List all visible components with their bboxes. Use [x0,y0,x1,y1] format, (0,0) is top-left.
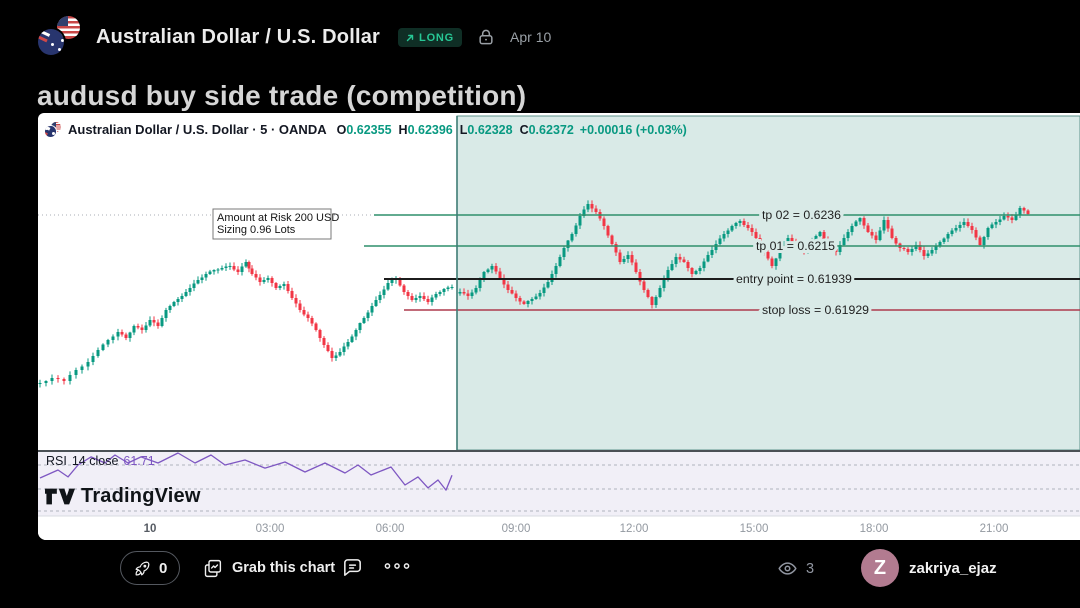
grab-chart-button[interactable]: Grab this chart [196,551,341,585]
ellipsis-icon [384,563,410,569]
grab-chart-label: Grab this chart [232,560,336,576]
time-axis-label: 03:00 [256,523,285,535]
watermark-text: TradingView [81,485,201,507]
rsi-indicator-label: RSI 14 close 61.71 [46,454,155,468]
time-axis-label: 15:00 [740,523,769,535]
action-bar: 0 Grab this chart 3 Z zakriya_ejaz [0,540,1080,608]
symbol-flags-icon [38,16,86,58]
level-label-entry: entry point = 0.61939 [736,272,852,286]
legend-symbol-text: Australian Dollar / U.S. Dollar · 5 · OA… [68,122,327,137]
level-label-stop-loss: stop loss = 0.61929 [762,303,869,317]
chart-snapshot: tp 02 = 0.6236 tp 01 = 0.6215 entry point … [38,113,1080,540]
rsi-name: RSI [46,454,67,468]
australia-flag-icon [38,29,64,55]
comment-icon [344,559,361,576]
level-label-take-profit-1: tp 01 = 0.6215 [756,239,835,253]
view-counter: 3 [777,558,814,579]
time-axis-label: 09:00 [502,523,531,535]
arrow-up-right-icon [406,34,414,41]
ohlc-item: C0.62372 [519,122,574,137]
more-options-button[interactable] [384,560,410,572]
rsi-params: 14 close [71,454,119,468]
comment-button[interactable] [341,556,364,579]
boost-button[interactable]: 0 [120,551,181,585]
time-axis-label: 12:00 [620,523,649,535]
level-label-take-profit-2: tp 02 = 0.6236 [762,208,841,222]
chart-svg[interactable]: tp 02 = 0.6236 tp 01 = 0.6215 entry point … [38,113,1080,540]
grab-chart-icon [204,559,222,577]
risk-note-line: Sizing 0.96 Lots [217,224,296,236]
view-count: 3 [806,560,815,577]
tradingview-logo-icon [45,488,75,505]
legend-flags-icon [45,122,62,137]
rocket-icon [135,561,150,575]
publish-date: Apr 10 [510,29,552,45]
time-axis-label: 10 [144,523,157,535]
ohlc-item: O0.62355 [336,122,392,137]
username-link[interactable]: zakriya_ejaz [909,560,997,577]
eye-icon [778,562,797,575]
boost-count: 0 [159,559,168,577]
legend-ohlc-values: O0.62355 H0.62396 L0.62328 C0.62372 [337,123,574,137]
risk-note-line: Amount at Risk 200 USD [217,212,339,224]
tradingview-watermark: TradingView [45,485,201,508]
idea-title: audusd buy side trade (competition) [37,79,527,111]
chart-legend: Australian Dollar / U.S. Dollar · 5 · OA… [45,122,687,137]
long-direction-badge: LONG [398,27,463,47]
time-axis-label: 18:00 [860,523,889,535]
lock-icon [476,27,496,47]
user-avatar[interactable]: Z [861,549,899,587]
rsi-value: 61.71 [123,454,155,468]
ohlc-item: L0.62328 [459,122,513,137]
symbol-header: Australian Dollar / U.S. Dollar LONG Apr… [38,16,551,58]
ohlc-item: H0.62396 [398,122,453,137]
symbol-title-link[interactable]: Australian Dollar / U.S. Dollar [96,25,381,48]
legend-change: +0.00016 (+0.03%) [579,122,687,137]
time-axis-label: 06:00 [376,523,405,535]
time-axis-label: 21:00 [980,523,1009,535]
